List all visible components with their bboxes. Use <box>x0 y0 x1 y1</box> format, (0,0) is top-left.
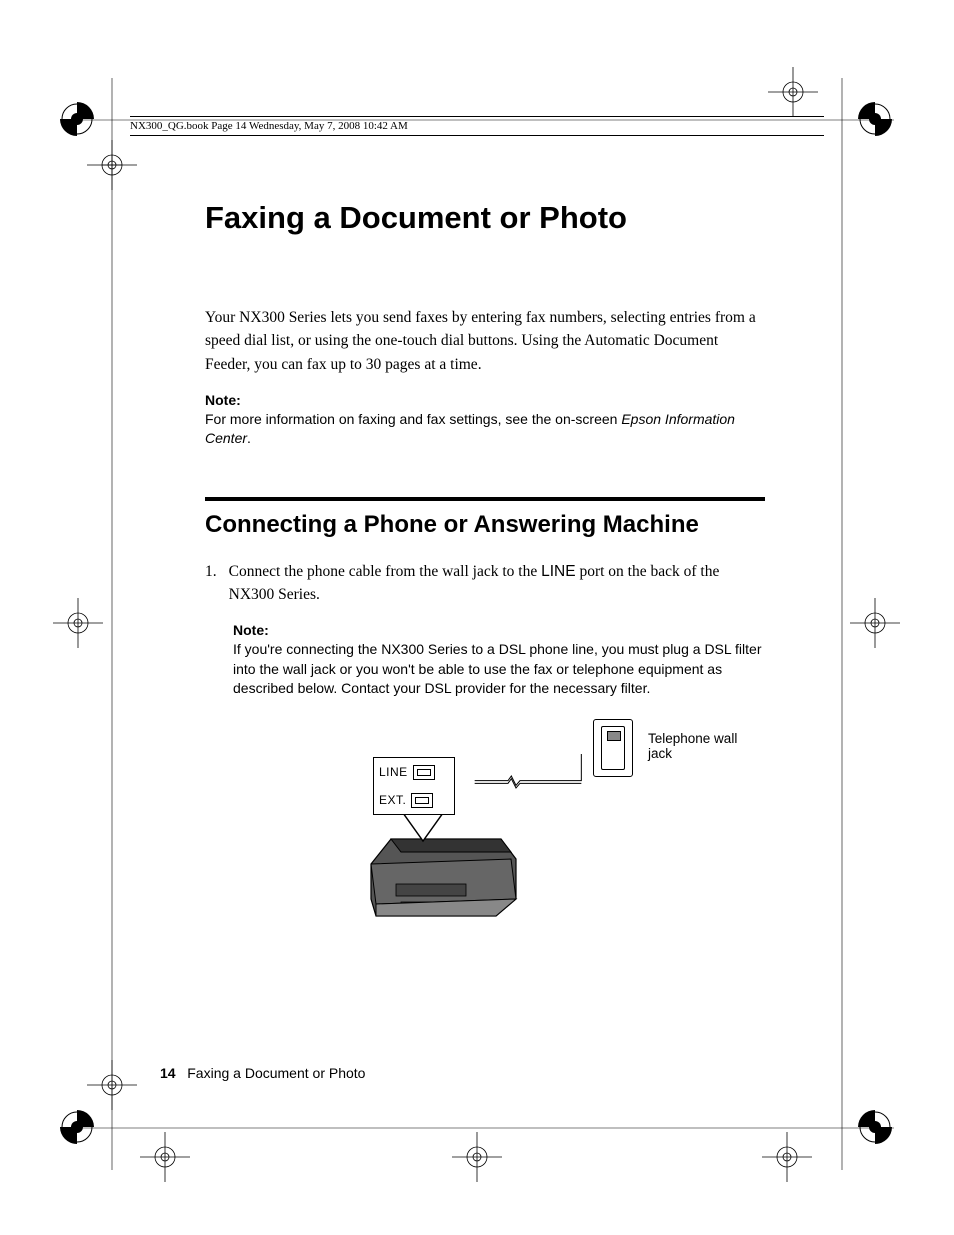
note-text: If you're connecting the NX300 Series to… <box>233 640 765 699</box>
step-body: Connect the phone cable from the wall ja… <box>229 560 765 607</box>
section-rule <box>205 497 765 501</box>
note-block: Note: For more information on faxing and… <box>205 392 765 449</box>
wall-jack-icon <box>593 719 633 777</box>
note-label: Note: <box>205 392 765 408</box>
phone-jack-icon <box>607 731 621 741</box>
intro-paragraph: Your NX300 Series lets you send faxes by… <box>205 306 765 376</box>
crosshair-icon <box>768 67 818 117</box>
rj11-port-icon <box>411 793 433 808</box>
callout-pointer-icon <box>403 813 443 843</box>
crosshair-icon <box>87 140 137 190</box>
crosshair-icon <box>850 598 900 648</box>
ports-callout: LINE EXT. <box>373 757 455 815</box>
crosshair-icon <box>53 598 103 648</box>
crosshair-icon <box>140 1132 190 1182</box>
footer-title: Faxing a Document or Photo <box>187 1065 365 1081</box>
reg-mark-tl <box>60 102 94 136</box>
reg-mark-tr <box>858 102 892 136</box>
header-text: NX300_QG.book Page 14 Wednesday, May 7, … <box>130 120 408 132</box>
ext-port-row: EXT. <box>374 786 454 814</box>
connection-diagram: Telephone wall jack LINE EXT. <box>233 719 765 929</box>
crosshair-icon <box>452 1132 502 1182</box>
reg-mark-bl <box>60 1110 94 1144</box>
page-header: NX300_QG.book Page 14 Wednesday, May 7, … <box>130 116 824 136</box>
rj11-port-icon <box>413 765 435 780</box>
section-title: Connecting a Phone or Answering Machine <box>205 511 765 540</box>
step-1: 1. Connect the phone cable from the wall… <box>205 560 765 607</box>
port-label: LINE <box>379 765 408 779</box>
page-title: Faxing a Document or Photo <box>205 200 765 236</box>
port-label: EXT. <box>379 793 406 807</box>
note-text: For more information on faxing and fax s… <box>205 410 765 449</box>
page-number: 14 <box>160 1065 176 1081</box>
reg-mark-br <box>858 1110 892 1144</box>
note-label: Note: <box>233 622 765 638</box>
step-number: 1. <box>205 560 217 607</box>
page-content: Faxing a Document or Photo Your NX300 Se… <box>205 200 765 929</box>
wall-jack-label: Telephone wall jack <box>648 731 765 761</box>
crosshair-icon <box>87 1060 137 1110</box>
page-footer: 14 Faxing a Document or Photo <box>160 1065 365 1081</box>
crosshair-icon <box>762 1132 812 1182</box>
step-note: Note: If you're connecting the NX300 Ser… <box>233 622 765 699</box>
line-port-row: LINE <box>374 758 454 786</box>
phone-cable-icon <box>448 774 608 794</box>
